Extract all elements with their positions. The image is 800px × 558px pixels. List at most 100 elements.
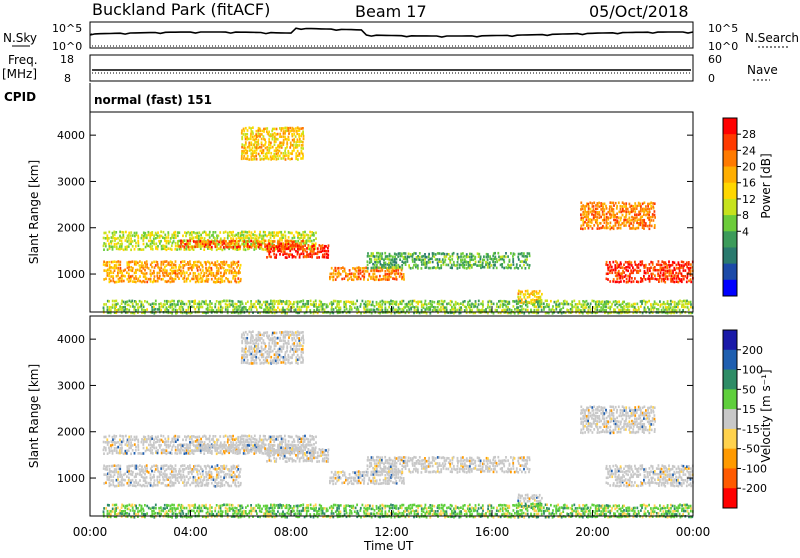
power-cell: [268, 144, 270, 147]
power-cell: [307, 300, 309, 303]
power-cell: [135, 275, 137, 278]
power-cell: [611, 266, 613, 269]
power-cell: [613, 211, 615, 214]
power-cell: [291, 158, 293, 161]
power-cell: [150, 303, 152, 306]
power-cell: [374, 264, 376, 267]
velocity-cell: [320, 454, 322, 457]
power-cell: [523, 303, 525, 306]
power-cell: [363, 278, 365, 281]
power-cell: [635, 263, 637, 266]
velocity-cell: [164, 452, 166, 455]
velocity-cell: [121, 447, 123, 450]
power-cell: [444, 253, 446, 256]
power-cell: [679, 269, 681, 272]
power-cell: [598, 211, 600, 214]
power-cell: [139, 248, 141, 251]
power-cell: [690, 301, 692, 304]
power-cell: [234, 240, 236, 243]
velocity-cell: [390, 480, 392, 483]
power-cell: [665, 266, 667, 269]
velocity-cell: [216, 447, 218, 450]
velocity-cell: [211, 452, 213, 455]
power-cell: [264, 234, 266, 237]
power-cell: [209, 303, 211, 306]
power-cell: [381, 255, 383, 258]
power-cell: [372, 252, 374, 255]
power-cell: [525, 267, 527, 270]
power-cell: [121, 240, 123, 243]
power-cell: [290, 253, 292, 256]
power-cell: [494, 256, 496, 259]
power-cell: [670, 300, 672, 303]
power-cell: [153, 240, 155, 243]
power-cell: [537, 303, 539, 306]
power-cell: [282, 253, 284, 256]
power-cell: [277, 158, 279, 161]
power-cell: [632, 305, 634, 308]
power-cell: [656, 263, 658, 266]
power-cell: [533, 290, 535, 293]
power-cell: [123, 306, 125, 309]
power-cell: [399, 308, 401, 311]
power-cell: [540, 296, 542, 299]
velocity-cell: [283, 451, 285, 454]
power-cell: [319, 251, 321, 254]
power-cell: [599, 205, 601, 208]
power-cell: [213, 241, 215, 244]
power-cell: [218, 280, 220, 283]
velocity-cell: [324, 457, 326, 460]
power-cell: [246, 133, 248, 136]
power-cell: [408, 253, 410, 256]
power-cell: [216, 264, 218, 267]
power-cell: [139, 260, 141, 263]
power-cell: [208, 233, 210, 236]
velocity-cell: [328, 448, 330, 451]
power-cell: [627, 261, 629, 264]
power-cell: [108, 300, 110, 303]
power-cell: [193, 248, 195, 251]
power-cell: [175, 270, 177, 273]
power-cell: [317, 247, 319, 250]
power-cell: [230, 242, 232, 245]
power-cell: [248, 142, 250, 145]
power-cell: [270, 152, 272, 155]
power-cell: [604, 216, 606, 219]
power-cell: [229, 303, 231, 306]
power-cell: [259, 128, 261, 131]
power-cell: [119, 248, 121, 251]
power-cell: [128, 304, 130, 307]
power-cell: [217, 260, 219, 263]
power-cell: [480, 261, 482, 264]
power-cell: [446, 306, 448, 309]
velocity-cell: [307, 441, 309, 444]
power-cell: [438, 300, 440, 303]
power-cell: [367, 300, 369, 303]
power-cell: [421, 263, 423, 266]
power-cell: [121, 245, 123, 248]
velocity-cell: [252, 441, 254, 444]
power-cell: [684, 300, 686, 303]
power-cell: [618, 281, 620, 284]
power-cell: [225, 269, 227, 272]
power-cell: [166, 281, 168, 284]
velocity-cell: [270, 455, 272, 458]
velocity-cell: [259, 435, 261, 438]
power-cell: [304, 244, 306, 247]
power-cell: [385, 266, 387, 269]
power-cell: [586, 211, 588, 214]
power-cell: [149, 245, 151, 248]
power-cell: [124, 275, 126, 278]
velocity-cell: [151, 435, 153, 438]
power-cell: [625, 261, 627, 264]
power-cell: [139, 275, 141, 278]
power-cell: [664, 303, 666, 306]
power-cell: [270, 256, 272, 259]
power-cell: [618, 224, 620, 227]
velocity-cell: [233, 443, 235, 446]
velocity-cell: [315, 446, 317, 449]
power-cell: [280, 231, 282, 234]
power-cell: [441, 253, 443, 256]
power-cell: [645, 303, 647, 306]
power-cell: [232, 300, 234, 303]
